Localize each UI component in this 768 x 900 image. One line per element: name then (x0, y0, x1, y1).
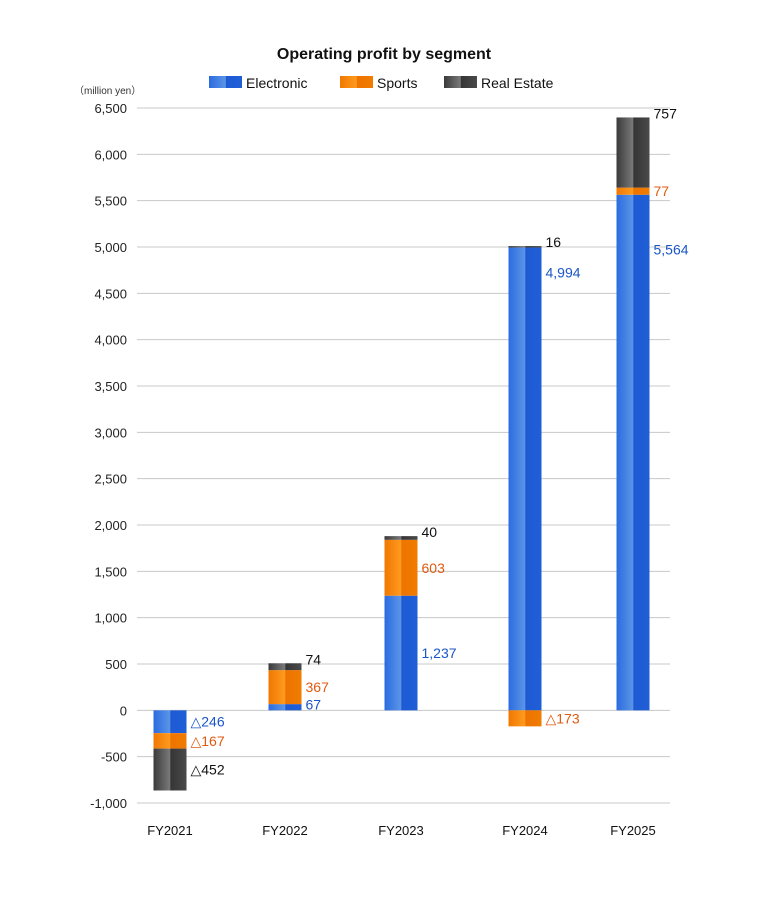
legend-label-sports: Sports (377, 75, 417, 91)
y-tick-label: -500 (101, 750, 127, 765)
y-tick-label: 6,000 (94, 147, 127, 162)
bar-segment-real-estate (268, 663, 302, 671)
bar-segment-sports (384, 539, 418, 596)
y-tick-label: 3,000 (94, 425, 127, 440)
y-tick-label: 6,500 (94, 101, 127, 116)
legend-swatch-electronic (209, 76, 242, 88)
y-axis-unit-label: （million yen） (74, 85, 141, 97)
bar-segment-sports (268, 670, 302, 705)
y-tick-label: 0 (120, 703, 127, 718)
x-tick-label: FY2021 (147, 823, 193, 838)
x-tick-label: FY2023 (378, 823, 424, 838)
data-label-sports: 367 (306, 679, 330, 695)
data-label-real-estate: 757 (654, 105, 678, 121)
x-tick-label: FY2024 (502, 823, 548, 838)
x-axis-ticks: FY2021 FY2022 FY2023 FY2024 FY2025 (147, 823, 656, 838)
y-tick-label: 2,000 (94, 518, 127, 533)
data-label-real-estate: 74 (306, 651, 322, 667)
y-tick-label: 1,500 (94, 564, 127, 579)
y-tick-label: -1,000 (90, 796, 127, 811)
bar-segment-electronic (268, 704, 302, 711)
bar-segment-electronic (616, 194, 650, 711)
y-tick-label: 2,500 (94, 472, 127, 487)
y-tick-label: 1,000 (94, 611, 127, 626)
bars (153, 117, 650, 791)
data-label-electronic: 67 (306, 696, 322, 712)
bar-segment-sports (508, 710, 542, 727)
legend-swatch-real-estate (444, 76, 477, 88)
data-label-sports: △167 (191, 733, 225, 749)
bar-segment-real-estate (153, 748, 187, 791)
legend: Electronic Sports Real Estate (209, 75, 554, 91)
y-tick-label: 4,500 (94, 286, 127, 301)
data-label-electronic: △246 (191, 714, 225, 730)
legend-label-electronic: Electronic (246, 75, 307, 91)
y-tick-label: 500 (105, 657, 127, 672)
data-label-sports: △173 (546, 710, 580, 726)
legend-label-real-estate: Real Estate (481, 75, 554, 91)
y-tick-label: 5,000 (94, 240, 127, 255)
y-tick-label: 5,500 (94, 194, 127, 209)
bar-segment-electronic (153, 710, 187, 734)
data-label-real-estate: 16 (546, 234, 562, 250)
legend-swatch-sports (340, 76, 373, 88)
data-label-sports: 603 (422, 560, 446, 576)
data-label-electronic: 5,564 (654, 242, 689, 258)
bar-segment-real-estate (616, 117, 650, 188)
data-label-real-estate: △452 (191, 762, 225, 778)
bar-segment-real-estate (508, 246, 542, 248)
bar-segment-sports (616, 187, 650, 195)
y-axis-ticks: 6,500 6,000 5,500 5,000 4,500 4,000 3,500 3,000… (90, 101, 127, 811)
bar-segment-real-estate (384, 536, 418, 540)
y-tick-label: 3,500 (94, 379, 127, 394)
data-label-electronic: 4,994 (546, 265, 581, 281)
x-tick-label: FY2022 (262, 823, 308, 838)
chart-title: Operating profit by segment (277, 46, 492, 63)
y-tick-label: 4,000 (94, 333, 127, 348)
x-tick-label: FY2025 (610, 823, 656, 838)
bar-segment-electronic (384, 595, 418, 711)
data-label-electronic: 1,237 (422, 645, 457, 661)
data-label-sports: 77 (654, 183, 670, 199)
data-label-real-estate: 40 (422, 524, 438, 540)
bar-segment-electronic (508, 247, 542, 711)
bar-segment-sports (153, 733, 187, 749)
